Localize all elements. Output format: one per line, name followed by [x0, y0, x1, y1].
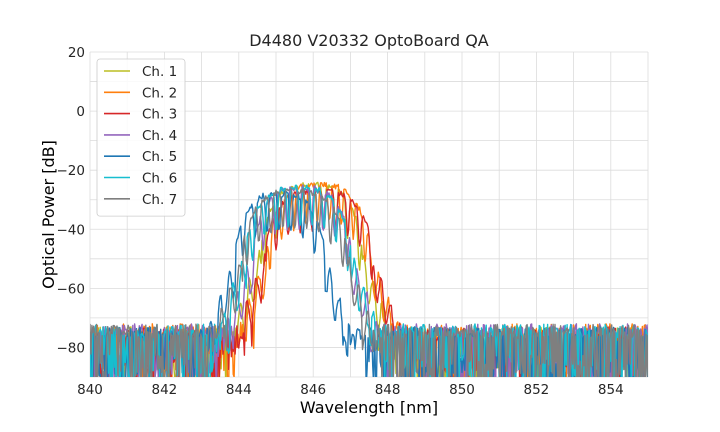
- y-tick-label: −60: [57, 281, 86, 297]
- legend-label: Ch. 7: [142, 192, 177, 208]
- x-tick-label: 846: [300, 382, 326, 398]
- x-tick-label: 848: [375, 382, 401, 398]
- x-tick-label: 850: [449, 382, 475, 398]
- y-tick-label: 0: [76, 104, 85, 120]
- x-tick-label: 842: [152, 382, 178, 398]
- legend-label: Ch. 1: [142, 64, 177, 80]
- x-tick-label: 854: [598, 382, 624, 398]
- legend-label: Ch. 3: [142, 107, 177, 123]
- legend-label: Ch. 4: [142, 128, 177, 144]
- y-tick-label: 20: [68, 45, 85, 61]
- x-tick-label: 840: [77, 382, 103, 398]
- x-tick-label: 844: [226, 382, 252, 398]
- legend-label: Ch. 5: [142, 149, 177, 165]
- y-tick-label: −80: [57, 340, 86, 356]
- legend-label: Ch. 2: [142, 85, 177, 101]
- series-layer: [90, 181, 648, 377]
- x-axis-title: Wavelength [nm]: [300, 398, 438, 417]
- legend: Ch. 1 Ch. 2 Ch. 3 Ch. 4 Ch. 5 Ch. 6 Ch. 7: [96, 58, 186, 217]
- series-line-ch-7: [90, 187, 648, 377]
- x-tick-label: 852: [524, 382, 550, 398]
- legend-label: Ch. 6: [142, 171, 177, 187]
- tick-labels: 840 842 844 846 848 850 852 854 20 0 −20 −40 −60 −80: [57, 45, 624, 398]
- y-tick-label: −20: [57, 163, 86, 179]
- y-tick-label: −40: [57, 222, 86, 238]
- y-axis-title: Optical Power [dB]: [39, 140, 58, 289]
- chart-title: D4480 V20332 OptoBoard QA: [249, 31, 489, 50]
